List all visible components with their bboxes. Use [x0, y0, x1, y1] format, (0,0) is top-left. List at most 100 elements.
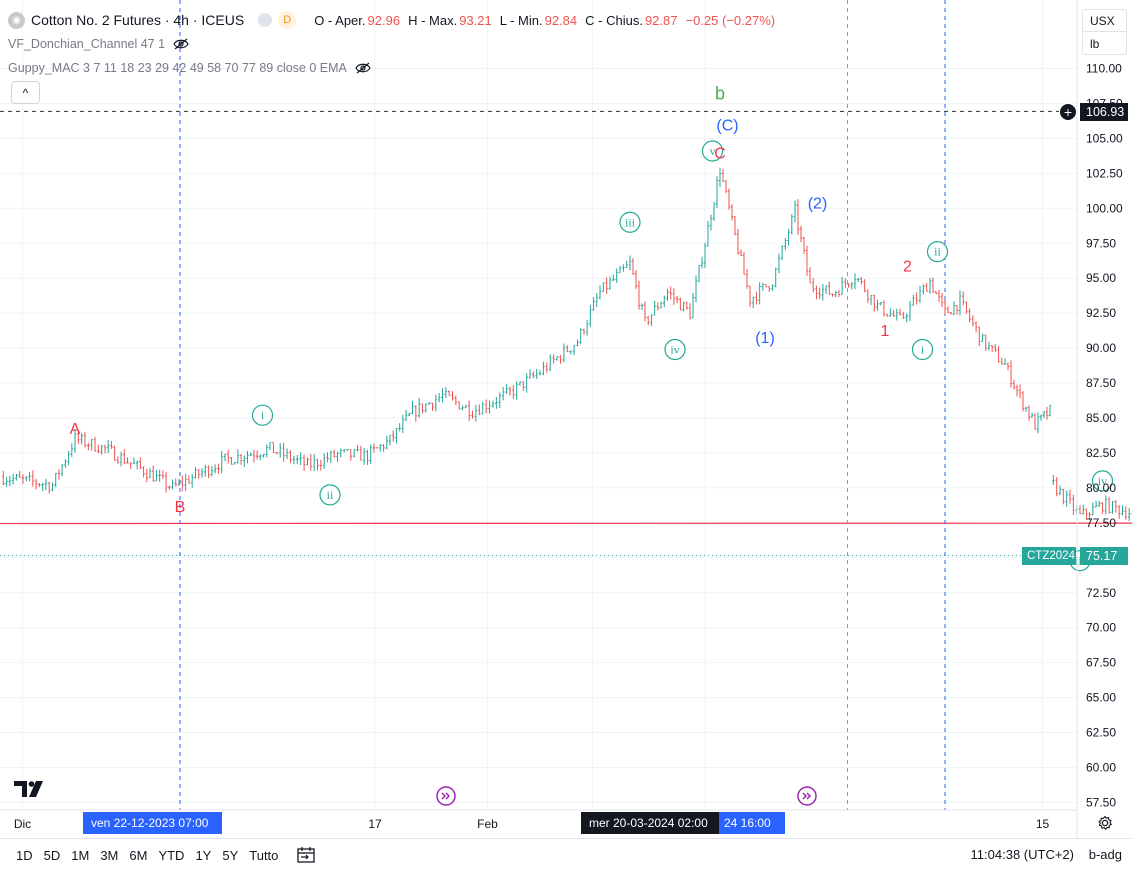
wave-label-circle — [926, 241, 949, 263]
price-tick-label: 95.00 — [1086, 271, 1116, 285]
indicator-legend-donchian[interactable]: VF_Donchian_Channel 47 1 — [8, 37, 189, 51]
ohlc-close-value: 92.87 — [644, 12, 678, 28]
symbol-logo-icon: ◉ — [8, 11, 25, 29]
ticker-label: CTZ2024 — [1022, 547, 1076, 565]
symbol-title[interactable]: Cotton No. 2 Futures · 4h · ICEUS — [31, 12, 245, 28]
currency-selector[interactable]: USX — [1082, 9, 1127, 31]
range-button-5y[interactable]: 5Y — [222, 847, 239, 863]
price-tick-label: 77.50 — [1086, 516, 1116, 530]
price-tick-label: 62.50 — [1086, 726, 1116, 740]
unit-divider — [1082, 31, 1127, 32]
price-tick-label: 60.00 — [1086, 761, 1116, 775]
wave-label-text: A — [70, 421, 81, 438]
wave-label-text: iv — [1098, 474, 1107, 488]
hidden-eye-icon[interactable] — [355, 62, 371, 74]
price-tick-label: 92.50 — [1086, 306, 1116, 320]
wave-label-text: iii — [625, 215, 636, 229]
time-tick-label: 17 — [368, 817, 382, 831]
wave-label-text: C — [714, 145, 726, 162]
go-to-date-icon[interactable] — [797, 786, 817, 806]
price-tick-label: 105.00 — [1086, 131, 1123, 145]
range-button-1d[interactable]: 1D — [16, 847, 33, 863]
wave-label-circle — [701, 140, 724, 162]
wave-label-text: i — [261, 408, 265, 422]
indicator-legend-guppy[interactable]: Guppy_MAC 3 7 11 18 23 29 42 49 58 70 77… — [8, 61, 371, 75]
date-range-calendar-icon[interactable] — [296, 846, 316, 864]
wave-label-circle — [1091, 470, 1114, 492]
wave-label-text: 1 — [881, 323, 890, 340]
chart-grid — [0, 0, 1077, 810]
price-tick-label: 100.00 — [1086, 201, 1123, 215]
ohlc-high-label: H - Max. — [408, 12, 458, 28]
hidden-eye-icon[interactable] — [173, 38, 189, 50]
range-button-1y[interactable]: 1Y — [195, 847, 212, 863]
ohlc-open-value: 92.96 — [367, 12, 401, 28]
time-crosshair-label-right: 24 16:00 — [719, 812, 785, 834]
wave-label-text: v — [710, 144, 716, 158]
ohlc-open-label: O - Aper. — [314, 12, 366, 28]
chart-vertical-crosshairs — [179, 0, 946, 810]
range-button-6m[interactable]: 6M — [129, 847, 148, 863]
ohlc-close-label: C - Chius. — [585, 12, 643, 28]
go-to-date-icon[interactable] — [436, 786, 456, 806]
tradingview-logo-icon[interactable] — [14, 779, 46, 799]
symbol-legend: ◉ Cotton No. 2 Futures · 4h · ICEUS D O … — [8, 11, 783, 29]
price-tick-label: 65.00 — [1086, 691, 1116, 705]
price-tick-label: 85.00 — [1086, 411, 1116, 425]
chevron-up-icon: ^ — [22, 85, 29, 100]
time-crosshair-label-left: ven 22-12-2023 07:00 — [83, 812, 222, 834]
range-button-1m[interactable]: 1M — [71, 847, 90, 863]
wave-label-circle — [251, 404, 274, 426]
clock-timezone[interactable]: 11:04:38 (UTC+2) — [970, 847, 1074, 862]
price-tick-label: 72.50 — [1086, 586, 1116, 600]
ohlc-low-value: 92.84 — [544, 12, 578, 28]
price-tick-label: 87.50 — [1086, 376, 1116, 390]
indicator-donchian-label: VF_Donchian_Channel 47 1 — [8, 37, 166, 51]
indicator-guppy-label: Guppy_MAC 3 7 11 18 23 29 42 49 58 70 77… — [8, 61, 347, 75]
wave-label-text: b — [715, 84, 725, 104]
price-tick-label: 70.00 — [1086, 621, 1116, 635]
gear-icon[interactable] — [1097, 815, 1113, 831]
wave-label-text: (2) — [808, 196, 828, 213]
range-button-3m[interactable]: 3M — [100, 847, 119, 863]
price-tick-label: 67.50 — [1086, 656, 1116, 670]
market-status-icon[interactable] — [258, 13, 273, 27]
wave-label-text: ii — [934, 245, 941, 259]
delayed-data-badge[interactable]: D — [278, 11, 297, 29]
time-crosshair-label-mid: mer 20-03-2024 02:00 — [581, 812, 719, 834]
time-tick-label: Dic — [14, 817, 31, 831]
wave-label-circle — [664, 338, 686, 361]
price-tick-label: 102.50 — [1086, 166, 1123, 180]
time-tick-label: Feb — [477, 817, 498, 831]
unit-selector[interactable]: lb — [1082, 33, 1127, 55]
wave-label-text: ii — [327, 488, 334, 502]
wave-label-text: i — [921, 342, 925, 356]
wave-label-text: iv — [670, 342, 679, 356]
bottom-toolbar: 1D 5D 1M 3M 6M YTD 1Y 5Y Tutto 11:04:38 … — [0, 838, 1132, 871]
adjustment-toggle[interactable]: b-adg — [1088, 847, 1122, 862]
wave-label-circle — [319, 484, 341, 506]
price-tick-label: 97.50 — [1086, 236, 1116, 250]
time-tick-label: 15 — [1036, 817, 1050, 831]
price-tick-label: 110.00 — [1086, 62, 1122, 76]
crosshair-price-label: 106.93 — [1080, 103, 1128, 121]
range-button-all[interactable]: Tutto — [249, 847, 279, 863]
price-tick-label: 57.50 — [1086, 795, 1116, 809]
wave-label-text: B — [175, 499, 186, 516]
price-tick-label: 90.00 — [1086, 341, 1116, 355]
plus-icon[interactable]: + — [1059, 103, 1077, 121]
ohlc-low-label: L - Min. — [499, 12, 543, 28]
range-button-5d[interactable]: 5D — [43, 847, 61, 863]
candlestick-series — [2, 167, 1132, 521]
chart-horizontal-lines — [0, 110, 1132, 556]
last-price-label: 75.17 — [1080, 547, 1128, 565]
range-button-ytd[interactable]: YTD — [158, 847, 185, 863]
ohlc-high-value: 93.21 — [459, 12, 492, 28]
price-axis[interactable]: 57.5060.0062.5065.0067.5070.0072.5075.00… — [1086, 62, 1123, 810]
wave-label-text: 2 — [903, 259, 912, 276]
wave-label-circle — [619, 211, 641, 233]
ohlc-change-value: −0.25 (−0.27%) — [685, 12, 776, 28]
wave-label-circle — [911, 338, 934, 361]
collapse-legend-button[interactable]: ^ — [11, 81, 40, 104]
